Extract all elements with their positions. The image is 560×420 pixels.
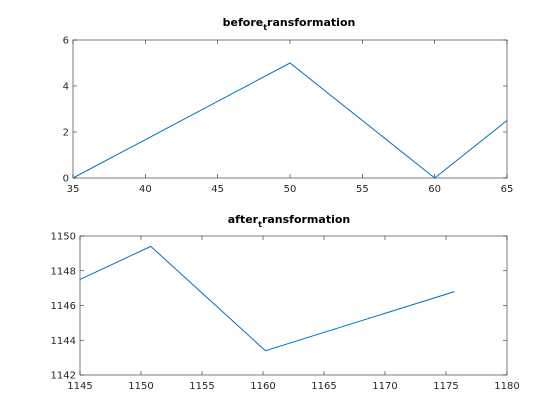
x-tick-label-before: 55 [356, 184, 369, 195]
x-tick-label-after: 1145 [67, 381, 92, 392]
x-tick-label-after: 1175 [433, 381, 458, 392]
y-tick-label-after: 1148 [51, 266, 76, 277]
series-line-after [79, 245, 455, 352]
x-tick-label-after: 1160 [250, 381, 275, 392]
x-tick-label-before: 50 [284, 184, 297, 195]
y-tick-label-after: 1146 [51, 301, 76, 312]
subplot-before-transformation: beforetransformation 35 40 45 50 55 60 65 0 2 4 6 [63, 16, 514, 195]
y-tick-label-before: 0 [63, 174, 69, 185]
x-ticks-before: 35 40 45 50 55 60 65 [67, 40, 514, 195]
title-main-before: before [223, 16, 264, 29]
x-tick-label-after: 1155 [189, 381, 214, 392]
y-ticks-after: 1142 1144 1146 1148 1150 [51, 232, 507, 382]
title-main-after: after [228, 213, 259, 226]
x-tick-label-before: 35 [67, 184, 80, 195]
y-ticks-before: 0 2 4 6 [63, 36, 507, 185]
y-tick-label-before: 4 [63, 82, 69, 93]
subplot-after-transformation: aftertransformation 1145 1150 1155 1160 1165… [51, 213, 520, 392]
title-rest-before: ransformation [267, 16, 355, 29]
subplot-title-before: beforetransformation [223, 16, 356, 32]
series-line-before [72, 62, 508, 179]
x-tick-label-before: 40 [139, 184, 152, 195]
x-tick-label-before: 45 [211, 184, 224, 195]
y-tick-label-after: 1142 [51, 371, 76, 382]
y-tick-label-after: 1150 [51, 232, 76, 243]
x-tick-label-after: 1180 [494, 381, 519, 392]
title-rest-after: ransformation [262, 213, 350, 226]
y-tick-label-after: 1144 [51, 336, 76, 347]
x-tick-label-before: 60 [428, 184, 441, 195]
x-tick-label-after: 1170 [372, 381, 397, 392]
x-tick-label-before: 65 [501, 184, 514, 195]
subplot-title-after: aftertransformation [228, 213, 350, 229]
title-subscript-before: t [263, 23, 267, 32]
y-tick-label-before: 2 [63, 128, 69, 139]
title-subscript-after: t [258, 220, 262, 229]
x-tick-label-after: 1165 [311, 381, 336, 392]
x-tick-label-after: 1150 [128, 381, 153, 392]
y-tick-label-before: 6 [63, 36, 69, 47]
x-ticks-after: 1145 1150 1155 1160 1165 1170 1175 1180 [67, 236, 520, 392]
